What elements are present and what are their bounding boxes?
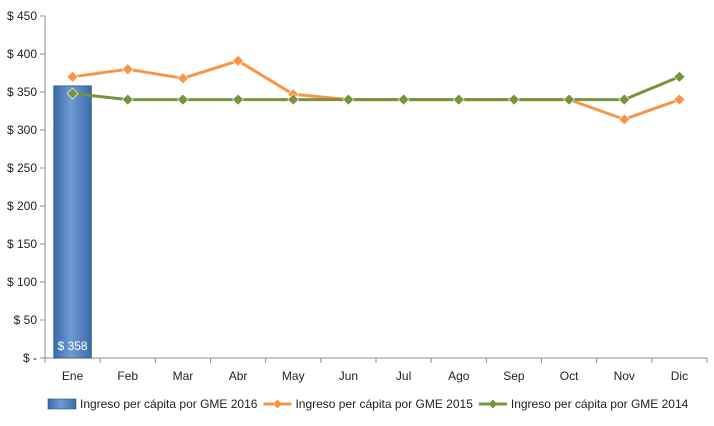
x-tick-label: Ene	[62, 369, 84, 383]
x-tick-label: Feb	[117, 369, 138, 383]
y-tick-label: $ 450	[7, 9, 37, 23]
x-tick-label: Mar	[173, 369, 194, 383]
x-tick-label: Ago	[448, 369, 470, 383]
series-point	[673, 70, 686, 83]
y-tick-label: $ 200	[7, 199, 37, 213]
y-tick-label: $ 150	[7, 237, 37, 251]
legend-swatch	[47, 398, 77, 410]
legend-label: Ingreso per cápita por GME 2016	[80, 397, 258, 411]
x-tick-label: May	[282, 369, 305, 383]
legend-marker	[488, 399, 498, 409]
y-tick-label: $ -	[23, 351, 37, 365]
x-tick-label: Abr	[229, 369, 248, 383]
series-line	[72, 59, 680, 121]
series-point	[121, 63, 134, 76]
legend-label: Ingreso per cápita por GME 2015	[295, 397, 473, 411]
bar-data-label: $ 358	[58, 339, 88, 353]
x-axis: Ene Feb Mar Abr May Jun Jul Ago Sep Oct Nov Dic	[44, 357, 708, 383]
x-tick-label: Oct	[560, 369, 579, 383]
y-tick-label: $ 100	[7, 275, 37, 289]
line-series	[66, 54, 686, 126]
series-point	[232, 54, 245, 67]
series-point	[287, 93, 300, 106]
y-tick-label: $ 300	[7, 123, 37, 137]
series-point	[507, 93, 520, 106]
series-point	[342, 93, 355, 106]
y-tick-label: $ 250	[7, 161, 37, 175]
y-tick-label: $ 400	[7, 47, 37, 61]
series-point	[66, 87, 79, 100]
series-point	[563, 93, 576, 106]
y-tick-label: $ 50	[14, 313, 38, 327]
y-axis: $ - $ 50 $ 100 $ 150 $ 200 $ 250 $ 300 $ 350 $ 4…	[7, 9, 46, 365]
series-point	[232, 93, 245, 106]
x-tick-label: Nov	[614, 369, 635, 383]
legend-item: Ingreso per cápita por GME 2016	[47, 397, 258, 411]
bar	[53, 85, 92, 359]
y-tick-label: $ 350	[7, 85, 37, 99]
series-point	[618, 93, 631, 106]
x-tick-label: Jul	[396, 369, 411, 383]
series-point	[121, 93, 134, 106]
x-tick-label: Sep	[503, 369, 525, 383]
series-point	[397, 93, 410, 106]
bar-series: $ 358	[53, 85, 92, 359]
series-point	[673, 93, 686, 106]
legend-item: Ingreso per cápita por GME 2015	[263, 397, 473, 411]
legend: Ingreso per cápita por GME 2016 Ingreso p…	[47, 397, 689, 411]
series-point	[176, 72, 189, 85]
series-point	[452, 93, 465, 106]
series-point	[618, 113, 631, 126]
series-point	[66, 70, 79, 83]
legend-item: Ingreso per cápita por GME 2014	[478, 397, 689, 411]
legend-marker	[272, 399, 282, 409]
series-point	[176, 93, 189, 106]
x-tick-label: Dic	[671, 369, 688, 383]
x-tick-label: Jun	[339, 369, 358, 383]
series-line	[72, 75, 680, 102]
legend-label: Ingreso per cápita por GME 2014	[511, 397, 689, 411]
